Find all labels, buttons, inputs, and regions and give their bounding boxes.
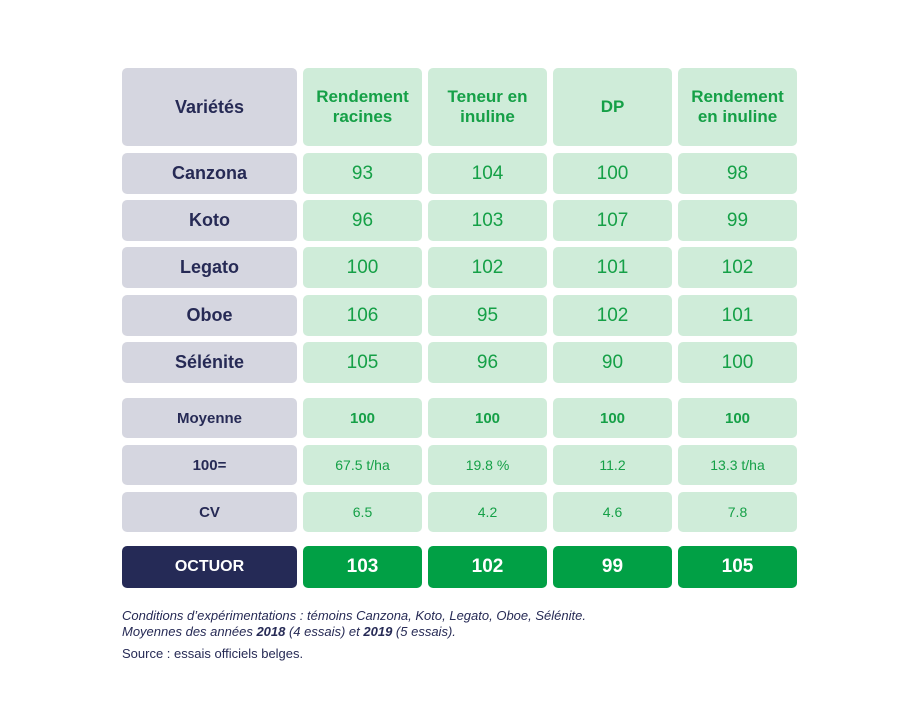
variety-label: Koto: [122, 200, 297, 241]
variety-label: Sélénite: [122, 342, 297, 383]
table-cell: 13.3 t/ha: [678, 445, 797, 485]
table-cell: 101: [553, 247, 672, 288]
year-2018: 2018: [256, 624, 286, 639]
table-cell: 107: [553, 200, 672, 241]
table-cell: 99: [678, 200, 797, 241]
table-cell: 95: [428, 295, 547, 336]
highlight-cell: 103: [303, 546, 422, 588]
table-cell: 100: [553, 398, 672, 438]
header-teneur-inuline: Teneur en inuline: [428, 68, 547, 146]
table-cell: 104: [428, 153, 547, 194]
table-cell: 67.5 t/ha: [303, 445, 422, 485]
stat-label-cv: CV: [122, 492, 297, 532]
year-2019: 2019: [363, 624, 393, 639]
footnote-conditions: Conditions d’expérimentations : témoins …: [122, 608, 586, 624]
table-cell: 100: [303, 247, 422, 288]
table-cell: 6.5: [303, 492, 422, 532]
table-cell: 100: [678, 342, 797, 383]
footnote-source: Source : essais officiels belges.: [122, 646, 304, 661]
table-cell: 100: [303, 398, 422, 438]
years-prefix: Moyennes des années: [122, 624, 257, 639]
stat-label-moyenne: Moyenne: [122, 398, 297, 438]
table-cell: 93: [303, 153, 422, 194]
table-cell: 19.8 %: [428, 445, 547, 485]
table-cell: 102: [678, 247, 797, 288]
table-cell: 103: [428, 200, 547, 241]
variety-label: Canzona: [122, 153, 297, 194]
table-cell: 105: [303, 342, 422, 383]
year1-trials: (4 essais) et: [285, 624, 364, 639]
header-rendement-inuline: Rendement en inuline: [678, 68, 797, 146]
table-cell: 100: [553, 153, 672, 194]
table-cell: 101: [678, 295, 797, 336]
table-cell: 102: [553, 295, 672, 336]
table-cell: 7.8: [678, 492, 797, 532]
variety-label: Oboe: [122, 295, 297, 336]
highlight-cell: 99: [553, 546, 672, 588]
table-cell: 96: [303, 200, 422, 241]
header-rendement-racines: Rendement racines: [303, 68, 422, 146]
table-cell: 102: [428, 247, 547, 288]
table-cell: 11.2: [553, 445, 672, 485]
stat-label-base: 100=: [122, 445, 297, 485]
table-cell: 98: [678, 153, 797, 194]
table-cell: 100: [428, 398, 547, 438]
table-cell: 4.6: [553, 492, 672, 532]
header-varietes: Variétés: [122, 68, 297, 146]
footnotes: Conditions d’expérimentations : témoins …: [122, 608, 586, 662]
variety-label: Legato: [122, 247, 297, 288]
footnote-years: Moyennes des années 2018 (4 essais) et 2…: [122, 624, 586, 640]
highlight-cell: 102: [428, 546, 547, 588]
table-cell: 100: [678, 398, 797, 438]
table-cell: 106: [303, 295, 422, 336]
table-cell: 96: [428, 342, 547, 383]
highlight-label-octuor: OCTUOR: [122, 546, 297, 588]
table-cell: 4.2: [428, 492, 547, 532]
highlight-cell: 105: [678, 546, 797, 588]
conditions-text: Conditions d’expérimentations : témoins …: [122, 608, 586, 623]
table-cell: 90: [553, 342, 672, 383]
year2-trials: (5 essais).: [392, 624, 456, 639]
header-dp: DP: [553, 68, 672, 146]
